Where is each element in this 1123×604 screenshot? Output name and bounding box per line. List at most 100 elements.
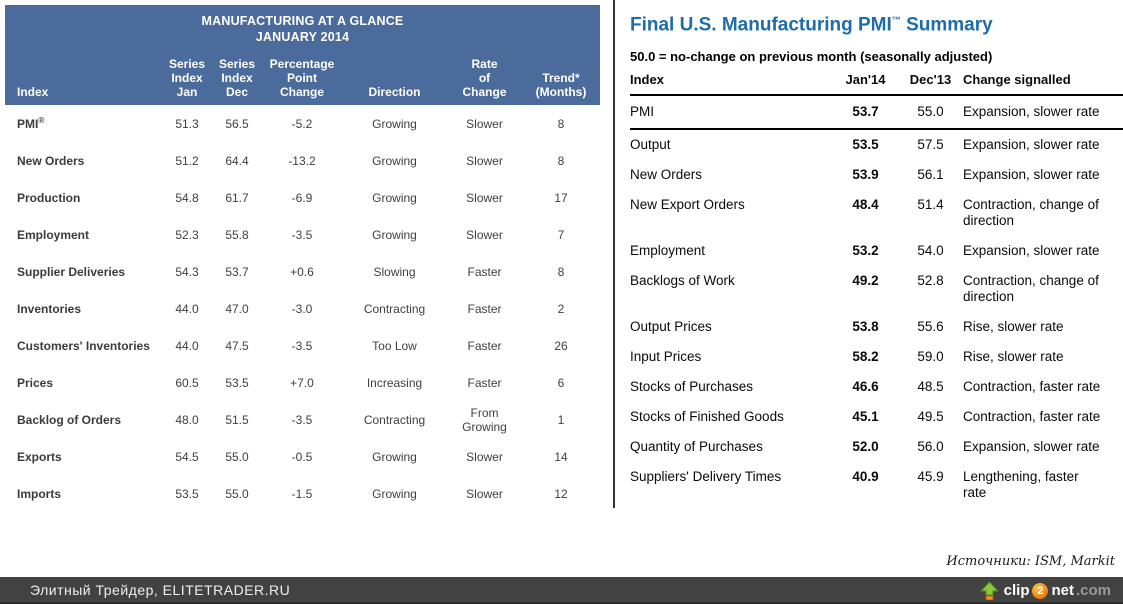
trend-months-value: 26 xyxy=(554,338,568,353)
dec13-value: 52.8 xyxy=(917,273,944,289)
left-table-title-line2: JANUARY 2014 xyxy=(255,30,350,44)
dec13-value: 55.6 xyxy=(917,319,944,335)
clip2net-watermark: clip 2 net .com xyxy=(979,577,1111,604)
series-index-dec-value: 47.5 xyxy=(225,338,249,353)
trend-months-value: 2 xyxy=(557,301,565,316)
row-index-label: Input Prices xyxy=(630,349,702,365)
rate-of-change-value: Slower xyxy=(466,486,503,501)
column-header-index: Index xyxy=(630,72,664,88)
jan14-value: 45.1 xyxy=(852,409,879,425)
trend-months-value: 17 xyxy=(554,190,568,205)
percentage-point-change-value: -3.0 xyxy=(291,301,313,316)
rate-of-change-value: Faster xyxy=(467,338,502,353)
table-row: PMI 53.7 55.0 Expansion, slower rate xyxy=(630,96,1123,131)
pmi-summary-table: Final U.S. Manufacturing PMI™ Summary 50… xyxy=(630,8,1123,508)
table-row: New Export Orders 48.4 51.4 Contraction, ch… xyxy=(630,190,1123,236)
watermark-word-net: net xyxy=(1051,582,1074,599)
table-row: New Orders 53.9 56.1 Expansion, slower rate xyxy=(630,160,1123,190)
series-index-dec-value: 61.7 xyxy=(225,190,249,205)
percentage-point-change-value: +7.0 xyxy=(290,375,314,390)
direction-value: Contracting xyxy=(363,301,426,316)
dec13-value: 56.1 xyxy=(917,167,944,183)
jan14-value: 48.4 xyxy=(852,197,879,213)
row-index-label: Exports xyxy=(17,449,62,464)
pmi-summary-body: PMI 53.7 55.0 Expansion, slower rate Output 5… xyxy=(630,96,1123,508)
row-index-label: Production xyxy=(17,190,81,205)
series-index-jan-value: 53.5 xyxy=(175,486,199,501)
row-index-label: Imports xyxy=(17,486,62,501)
row-index-label: New Orders xyxy=(17,153,85,168)
change-signalled-value: Contraction, change of direction xyxy=(963,197,1099,229)
vertical-divider xyxy=(613,0,615,508)
dec13-value: 49.5 xyxy=(917,409,944,425)
series-index-jan-value: 60.5 xyxy=(175,375,199,390)
left-table-column-headers: Index Series Index Jan Series Index Dec … xyxy=(5,57,600,99)
left-table-body: PMI® 51.3 56.5 -5.2 Growing Slower 8 New Orders… xyxy=(5,105,600,512)
table-row: Exports 54.5 55.0 -0.5 Growing Slower 14 xyxy=(5,438,600,475)
series-index-jan-value: 44.0 xyxy=(175,338,199,353)
table-row: Inventories 44.0 47.0 -3.0 Contracting Faster… xyxy=(5,290,600,327)
direction-value: Growing xyxy=(372,116,417,131)
watermark-word-clip: clip xyxy=(1003,582,1030,599)
row-index-label: New Export Orders xyxy=(630,197,745,213)
footer-bar: Элитный Трейдер, ELITETRADER.RU clip 2 n… xyxy=(0,577,1123,604)
table-row: Backlogs of Work 49.2 52.8 Contraction, cha… xyxy=(630,266,1123,312)
series-index-jan-value: 51.3 xyxy=(175,116,199,131)
series-index-dec-value: 64.4 xyxy=(225,153,249,168)
jan14-value: 53.5 xyxy=(852,137,879,153)
table-row: Production 54.8 61.7 -6.9 Growing Slower 17 xyxy=(5,179,600,216)
row-index-label: Prices xyxy=(17,375,54,390)
trend-months-value: 8 xyxy=(557,116,565,131)
series-index-jan-value: 52.3 xyxy=(175,227,199,242)
jan14-value: 40.9 xyxy=(852,469,879,485)
rate-of-change-value: Faster xyxy=(467,264,502,279)
column-header-jan14: Jan'14 xyxy=(845,72,886,88)
table-row: Stocks of Finished Goods 45.1 49.5 Contract… xyxy=(630,402,1123,432)
registered-trademark-symbol: ® xyxy=(38,116,45,125)
row-index-label: Output xyxy=(630,137,671,153)
direction-value: Too Low xyxy=(372,338,417,353)
site-label: Элитный Трейдер, ELITETRADER.RU xyxy=(30,581,291,598)
row-index-label: Supplier Deliveries xyxy=(17,264,126,279)
dec13-value: 51.4 xyxy=(917,197,944,213)
table-row: Stocks of Purchases 46.6 48.5 Contraction, … xyxy=(630,372,1123,402)
left-table-title-line1: MANUFACTURING AT A GLANCE xyxy=(201,14,404,28)
series-index-dec-value: 55.0 xyxy=(225,449,249,464)
row-index-label: PMI® xyxy=(17,116,45,131)
source-note: Источники: ISM, Markit xyxy=(946,554,1115,569)
change-signalled-value: Contraction, change of direction xyxy=(963,273,1099,305)
watermark-badge-2: 2 xyxy=(1032,582,1049,599)
percentage-point-change-value: -3.5 xyxy=(291,412,313,427)
table-row: New Orders 51.2 64.4 -13.2 Growing Slower 8 xyxy=(5,142,600,179)
change-signalled-value: Expansion, slower rate xyxy=(963,439,1100,455)
percentage-point-change-value: -0.5 xyxy=(291,449,313,464)
direction-value: Growing xyxy=(372,190,417,205)
pmi-summary-title: Final U.S. Manufacturing PMI™ Summary xyxy=(630,8,1123,37)
change-signalled-value: Expansion, slower rate xyxy=(963,137,1100,153)
direction-value: Growing xyxy=(372,153,417,168)
row-index-label: Employment xyxy=(630,243,706,259)
change-signalled-value: Expansion, slower rate xyxy=(963,104,1100,120)
table-row: Imports 53.5 55.0 -1.5 Growing Slower 12 xyxy=(5,475,600,512)
series-index-dec-value: 53.7 xyxy=(225,264,249,279)
table-row: Quantity of Purchases 52.0 56.0 Expansion, … xyxy=(630,432,1123,462)
table-row: PMI® 51.3 56.5 -5.2 Growing Slower 8 xyxy=(5,105,600,142)
row-index-label: Stocks of Purchases xyxy=(630,379,754,395)
series-index-jan-value: 48.0 xyxy=(175,412,199,427)
series-index-jan-value: 54.3 xyxy=(175,264,199,279)
rate-of-change-value: Slower xyxy=(466,190,503,205)
dec13-value: 59.0 xyxy=(917,349,944,365)
row-index-label: Backlogs of Work xyxy=(630,273,735,289)
dec13-value: 57.5 xyxy=(917,137,944,153)
row-index-label: Quantity of Purchases xyxy=(630,439,763,455)
table-row: Backlog of Orders 48.0 51.5 -3.5 Contracting… xyxy=(5,401,600,438)
series-index-jan-value: 54.8 xyxy=(175,190,199,205)
row-index-label: Stocks of Finished Goods xyxy=(630,409,784,425)
trademark-symbol: ™ xyxy=(891,15,901,25)
rate-of-change-value: Slower xyxy=(466,227,503,242)
table-row: Customers' Inventories 44.0 47.5 -3.5 Too Lo… xyxy=(5,327,600,364)
dec13-value: 56.0 xyxy=(917,439,944,455)
column-header-trend-months: Trend* (Months) xyxy=(535,71,587,99)
direction-value: Increasing xyxy=(366,375,423,390)
